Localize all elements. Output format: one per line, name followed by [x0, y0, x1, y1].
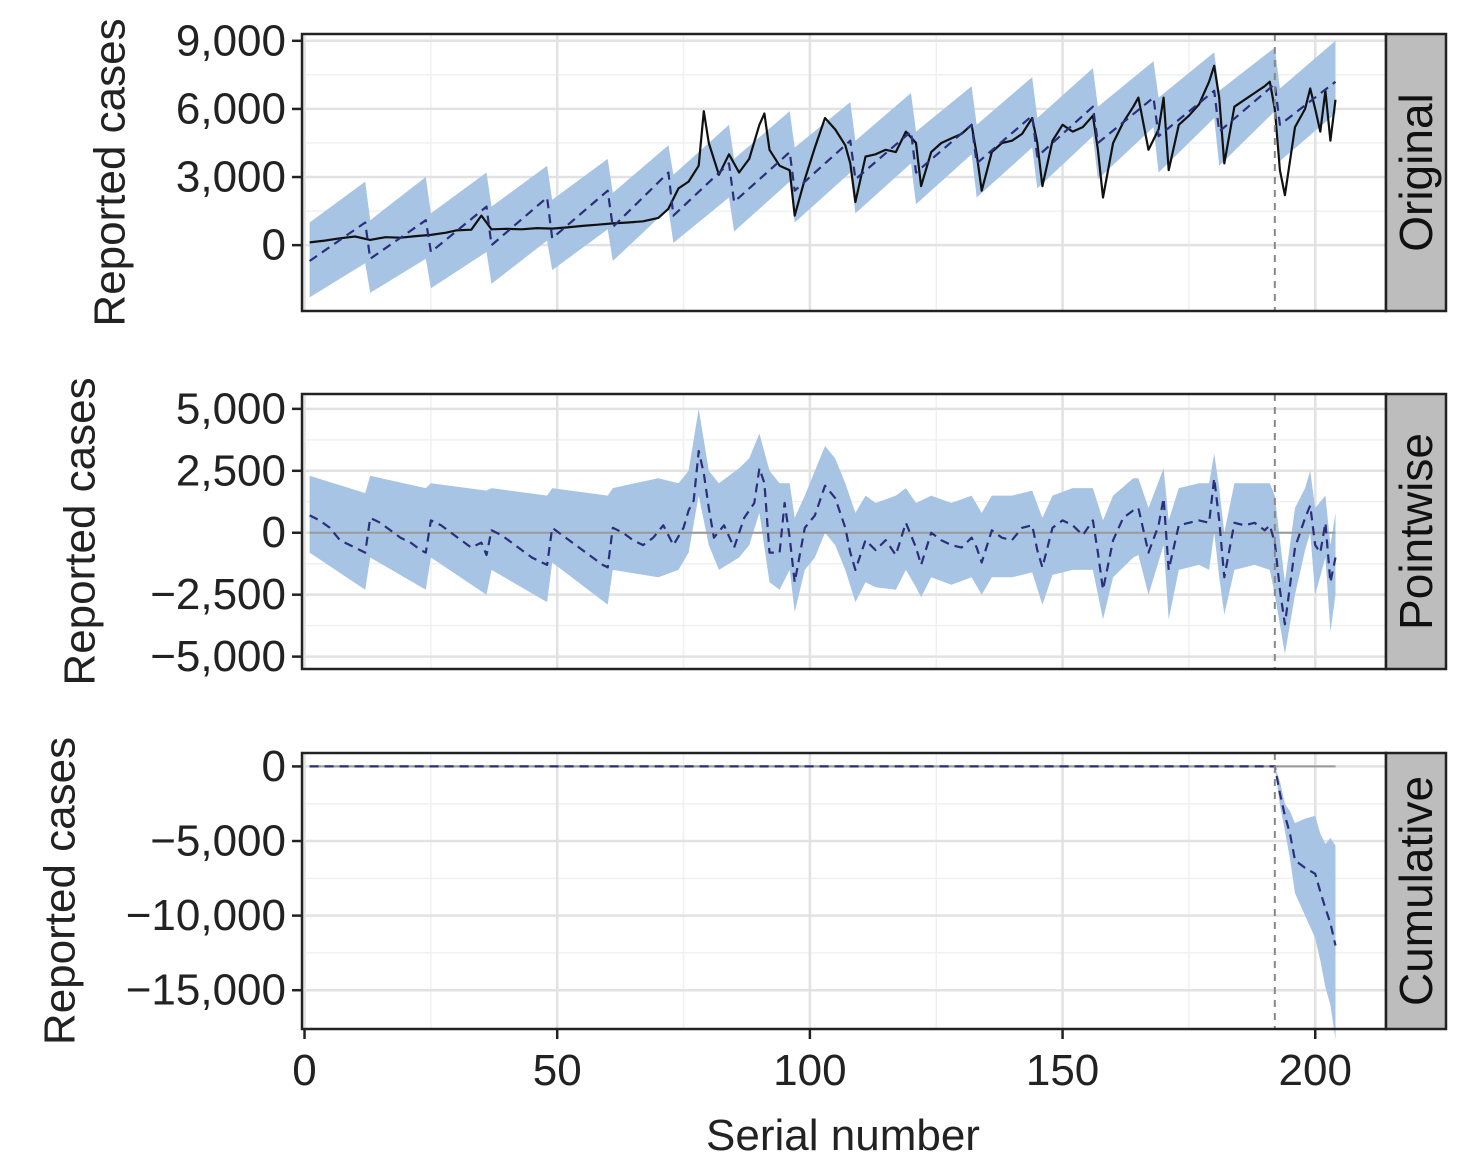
- panel-pointwise: Pointwise −5,000 −2,500 0 2,500 5,000 Reported…: [56, 377, 1448, 686]
- y-axis-title: Reported cases: [56, 377, 105, 685]
- panel-original: Original 0 3,000 6,000 9,000 Reported cases: [86, 16, 1448, 327]
- strip-label-pointwise: Pointwise: [1390, 433, 1442, 630]
- confidence-band-original: [309, 40, 1336, 298]
- y-tick-label: 0: [262, 742, 286, 791]
- confidence-band-cumulative: [309, 766, 1336, 1040]
- strip-original: [1384, 32, 1448, 313]
- x-tick-label: 150: [1026, 1046, 1099, 1095]
- strip-cumulative: [1384, 751, 1448, 1031]
- y-axis-title: Reported cases: [36, 737, 85, 1045]
- strip-label-cumulative: Cumulative: [1390, 776, 1442, 1006]
- panel-border: [300, 751, 1388, 1031]
- x-tick-label: 50: [533, 1046, 582, 1095]
- y-tick-label: −10,000: [126, 891, 286, 940]
- observed-series-line: [309, 64, 1337, 244]
- y-axis-title: Reported cases: [86, 18, 135, 326]
- panel-cumulative: Cumulative −15,000 −10,000 −5,000 0 Reported …: [36, 737, 1448, 1095]
- y-tick-label: −5,000: [150, 632, 286, 681]
- y-tick-label: 5,000: [176, 384, 286, 433]
- predicted-series-line: [308, 80, 1337, 262]
- y-tick-label: 3,000: [176, 153, 286, 202]
- y-tick-label: 9,000: [176, 16, 286, 65]
- x-axis-title: Serial number: [706, 1111, 980, 1160]
- predicted-series-line: [309, 765, 1337, 946]
- y-tick-label: 2,500: [176, 446, 286, 495]
- strip-pointwise: [1384, 392, 1448, 671]
- y-tick-label: −5,000: [150, 817, 286, 866]
- predicted-series-line: [309, 449, 1337, 626]
- y-tick-label: −15,000: [126, 966, 286, 1015]
- x-tick-label: 0: [292, 1046, 316, 1095]
- x-tick-label: 200: [1279, 1046, 1352, 1095]
- confidence-band-pointwise: [309, 408, 1336, 655]
- strip-label-original: Original: [1390, 93, 1442, 252]
- y-tick-label: 0: [262, 508, 286, 557]
- y-tick-label: 6,000: [176, 84, 286, 133]
- x-tick-label: 100: [773, 1046, 846, 1095]
- y-tick-label: 0: [262, 221, 286, 270]
- y-tick-label: −2,500: [150, 570, 286, 619]
